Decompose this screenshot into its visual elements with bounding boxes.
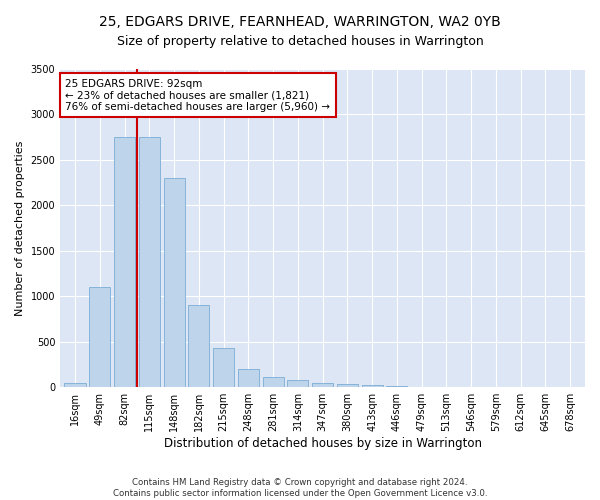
Text: Contains HM Land Registry data © Crown copyright and database right 2024.
Contai: Contains HM Land Registry data © Crown c…	[113, 478, 487, 498]
Bar	[213, 348, 234, 387]
Bar	[386, 386, 407, 387]
Bar	[114, 137, 135, 387]
Text: Size of property relative to detached houses in Warrington: Size of property relative to detached ho…	[116, 35, 484, 48]
Bar	[164, 178, 185, 387]
Y-axis label: Number of detached properties: Number of detached properties	[15, 140, 25, 316]
Bar	[188, 306, 209, 387]
Bar	[312, 382, 333, 387]
Text: 25 EDGARS DRIVE: 92sqm
← 23% of detached houses are smaller (1,821)
76% of semi-: 25 EDGARS DRIVE: 92sqm ← 23% of detached…	[65, 78, 331, 112]
Bar	[287, 380, 308, 387]
Bar	[362, 386, 383, 387]
Bar	[64, 382, 86, 387]
Text: 25, EDGARS DRIVE, FEARNHEAD, WARRINGTON, WA2 0YB: 25, EDGARS DRIVE, FEARNHEAD, WARRINGTON,…	[99, 15, 501, 29]
Bar	[337, 384, 358, 387]
Bar	[263, 377, 284, 387]
X-axis label: Distribution of detached houses by size in Warrington: Distribution of detached houses by size …	[164, 437, 482, 450]
Bar	[139, 137, 160, 387]
Bar	[238, 369, 259, 387]
Bar	[89, 287, 110, 387]
